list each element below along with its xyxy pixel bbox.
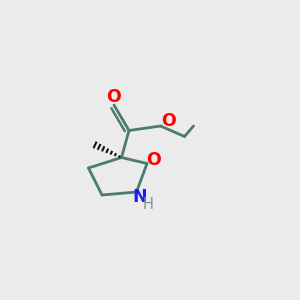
Text: O: O bbox=[160, 112, 175, 130]
Text: O: O bbox=[146, 151, 161, 169]
Text: N: N bbox=[133, 188, 147, 206]
Text: O: O bbox=[106, 88, 121, 106]
Text: H: H bbox=[142, 197, 153, 212]
